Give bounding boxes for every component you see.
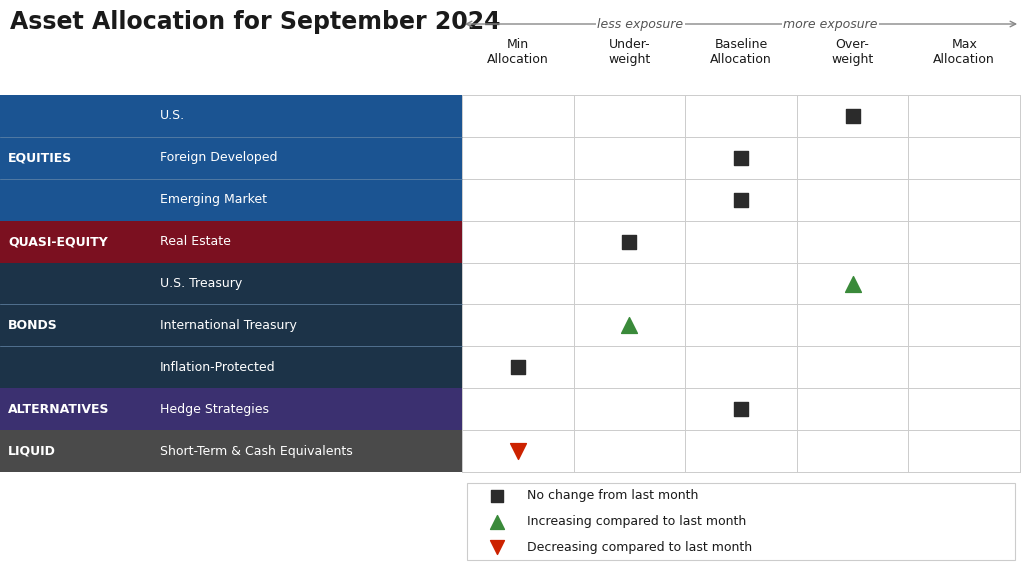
Point	[621, 237, 638, 246]
Text: Hedge Strategies: Hedge Strategies	[160, 403, 269, 416]
Point	[845, 112, 861, 121]
Text: LIQUID: LIQUID	[8, 444, 56, 457]
Bar	[0, 262, 462, 388]
Bar	[0, 430, 462, 472]
Point	[733, 195, 749, 204]
Text: Foreign Developed: Foreign Developed	[160, 151, 278, 164]
Text: more exposure: more exposure	[783, 18, 877, 31]
Text: Baseline
Allocation: Baseline Allocation	[710, 38, 772, 66]
Text: Over-
weight: Over- weight	[831, 38, 873, 66]
Text: Short-Term & Cash Equivalents: Short-Term & Cash Equivalents	[160, 444, 353, 457]
Point	[733, 153, 749, 162]
Text: BONDS: BONDS	[8, 319, 57, 332]
Point	[489, 491, 505, 500]
Point	[509, 447, 526, 456]
Text: Inflation-Protected: Inflation-Protected	[160, 361, 276, 374]
Text: Real Estate: Real Estate	[160, 235, 231, 248]
Text: U.S.: U.S.	[160, 109, 186, 122]
Text: International Treasury: International Treasury	[160, 319, 297, 332]
Text: Emerging Market: Emerging Market	[160, 193, 266, 206]
Text: Max
Allocation: Max Allocation	[934, 38, 995, 66]
Point	[845, 279, 861, 288]
Text: less exposure: less exposure	[598, 18, 684, 31]
Text: No change from last month: No change from last month	[527, 489, 698, 502]
Bar	[0, 388, 462, 430]
Bar	[467, 483, 1015, 560]
Text: QUASI-EQUITY: QUASI-EQUITY	[8, 235, 108, 248]
Text: Decreasing compared to last month: Decreasing compared to last month	[527, 541, 752, 554]
Text: Under-
weight: Under- weight	[608, 38, 651, 66]
Text: U.S. Treasury: U.S. Treasury	[160, 277, 242, 290]
Point	[489, 517, 505, 526]
Bar	[0, 221, 462, 262]
Point	[621, 321, 638, 330]
Bar	[462, 95, 1020, 472]
Text: Min
Allocation: Min Allocation	[487, 38, 548, 66]
Bar	[0, 95, 462, 221]
Text: ALTERNATIVES: ALTERNATIVES	[8, 403, 110, 416]
Text: EQUITIES: EQUITIES	[8, 151, 72, 164]
Point	[489, 543, 505, 552]
Text: Asset Allocation for September 2024: Asset Allocation for September 2024	[10, 10, 500, 34]
Point	[509, 362, 526, 372]
Point	[733, 405, 749, 414]
Text: Increasing compared to last month: Increasing compared to last month	[527, 515, 746, 528]
